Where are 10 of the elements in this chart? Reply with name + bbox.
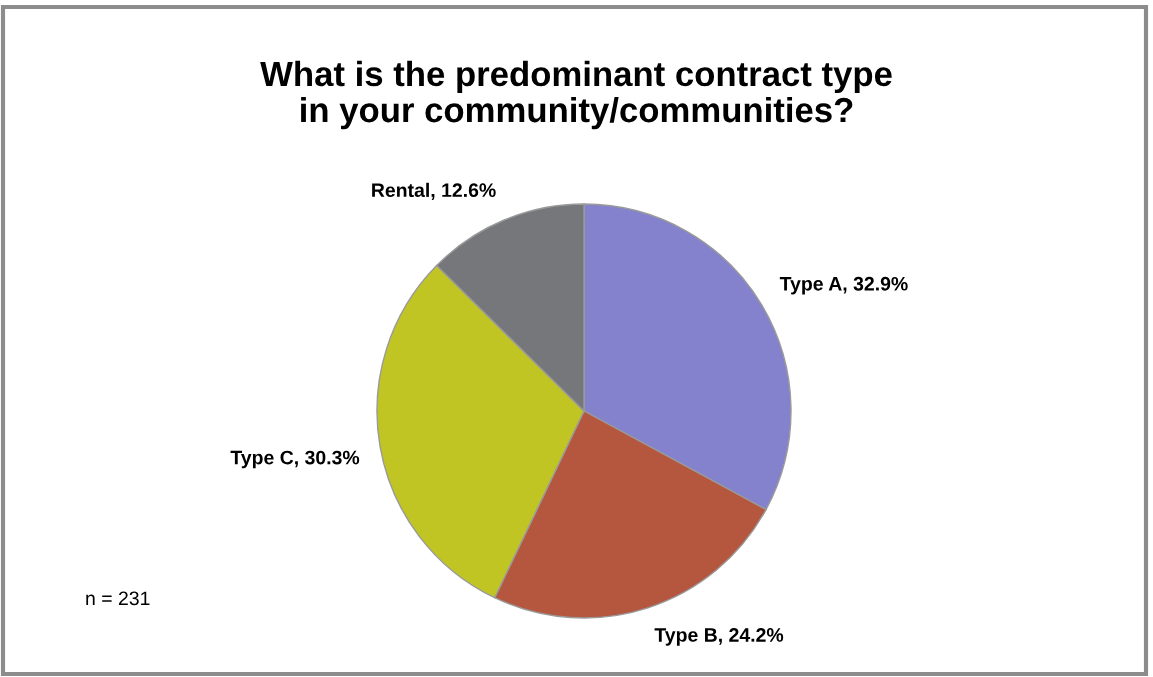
text: n = 231 xyxy=(86,591,150,606)
chart-title: What is the predominant contract type in your community/communities? xyxy=(260,60,892,130)
slice-label: Rental xyxy=(372,182,429,198)
slice-label: Type B xyxy=(654,628,717,646)
data-label: , 32.9% xyxy=(843,276,908,294)
data-label: , 30.3% xyxy=(295,450,360,468)
data-label: , 12.6% xyxy=(431,183,496,200)
slice-label: Type C xyxy=(230,450,294,469)
data-label: , 24.2% xyxy=(719,628,784,645)
slice-label: Type A xyxy=(779,277,842,295)
